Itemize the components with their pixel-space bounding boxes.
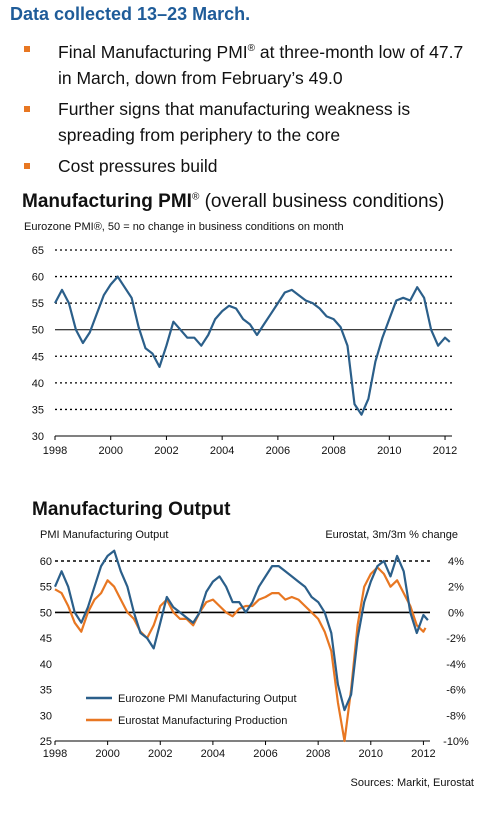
- right-tick-label: -4%: [446, 659, 466, 671]
- bullet-item: Cost pressures build: [22, 153, 477, 179]
- chart1-subtitle: Eurozone PMI®, 50 = no change in busines…: [24, 221, 344, 233]
- y-tick-label: 45: [32, 351, 44, 363]
- pmi-chart: 30 35 40 45 50 55 60 65 1998 2000 2002 2004 2006 2008…: [32, 245, 458, 457]
- y-tick-label: 60: [32, 272, 44, 284]
- legend-label-eurostat: Eurostat Manufacturing Production: [118, 715, 287, 727]
- right-tick-label: -8%: [446, 710, 466, 722]
- x-tick-label: 2008: [306, 748, 330, 760]
- x-tick-label: 2000: [95, 748, 119, 760]
- bullet-square-icon: [24, 46, 30, 52]
- chart2-left-axis-label: PMI Manufacturing Output: [40, 529, 169, 541]
- sources-note: Sources: Markit, Eurostat: [350, 777, 475, 789]
- x-tick-label: 1998: [43, 445, 67, 457]
- x-tick-label: 2004: [201, 748, 225, 760]
- x-tick-label: 2012: [433, 445, 457, 457]
- output-chart: 4% 2% 0% -2% -4% -6% -8% -10% 25 30 35 40 45 50 55 60 19…: [40, 549, 469, 760]
- x-tick-label: 2010: [377, 445, 401, 457]
- bullet-item: Final Manufacturing PMI® at three-month …: [22, 36, 477, 91]
- right-tick-label: -6%: [446, 685, 466, 697]
- left-tick-label: 35: [40, 685, 52, 697]
- bullet-square-icon: [24, 105, 30, 112]
- left-tick-label: 55: [40, 582, 52, 594]
- bullet-text: Final Manufacturing PMI® at three-month …: [58, 41, 464, 88]
- x-tick-label: 2012: [411, 748, 435, 760]
- left-tick-label: 40: [40, 659, 52, 671]
- pmi-series-line: [54, 275, 451, 416]
- page-header: Data collected 13–23 March.: [10, 4, 251, 24]
- right-tick-label: 0%: [448, 607, 464, 619]
- y-tick-label: 55: [32, 298, 44, 310]
- bullet-list: Final Manufacturing PMI® at three-month …: [22, 36, 477, 184]
- left-tick-label: 50: [40, 607, 52, 619]
- x-tick-label: 2006: [253, 748, 277, 760]
- y-tick-label: 35: [32, 404, 44, 416]
- x-tick-label: 2002: [154, 445, 178, 457]
- bullet-text: Further signs that manufacturing weaknes…: [58, 98, 411, 145]
- right-tick-label: 4%: [448, 556, 464, 568]
- chart2-right-axis-label: Eurostat, 3m/3m % change: [325, 529, 458, 541]
- left-tick-label: 25: [40, 736, 52, 748]
- left-tick-label: 45: [40, 633, 52, 645]
- right-tick-label: -2%: [446, 633, 466, 645]
- left-tick-label: 60: [40, 556, 52, 568]
- left-tick-label: 30: [40, 710, 52, 722]
- bullet-item: Further signs that manufacturing weaknes…: [22, 96, 477, 148]
- chart1-title: Manufacturing PMI® (overall business con…: [22, 191, 445, 212]
- bullet-text: Cost pressures build: [58, 155, 218, 176]
- chart2-title: Manufacturing Output: [32, 499, 231, 520]
- y-tick-label: 50: [32, 325, 44, 337]
- right-tick-label: -10%: [443, 736, 469, 748]
- right-tick-label: 2%: [448, 582, 464, 594]
- pmi-output-series-line: [53, 549, 429, 712]
- x-tick-label: 2004: [210, 445, 234, 457]
- bullet-square-icon: [24, 162, 30, 169]
- x-tick-label: 1998: [43, 748, 67, 760]
- x-tick-label: 2000: [98, 445, 122, 457]
- legend-label-pmi: Eurozone PMI Manufacturing Output: [118, 693, 297, 705]
- y-tick-label: 40: [32, 378, 44, 390]
- x-tick-label: 2008: [321, 445, 345, 457]
- x-tick-label: 2010: [359, 748, 383, 760]
- x-tick-label: 2002: [148, 748, 172, 760]
- x-tick-label: 2006: [266, 445, 290, 457]
- y-tick-label: 65: [32, 245, 44, 257]
- y-tick-label: 30: [32, 431, 44, 443]
